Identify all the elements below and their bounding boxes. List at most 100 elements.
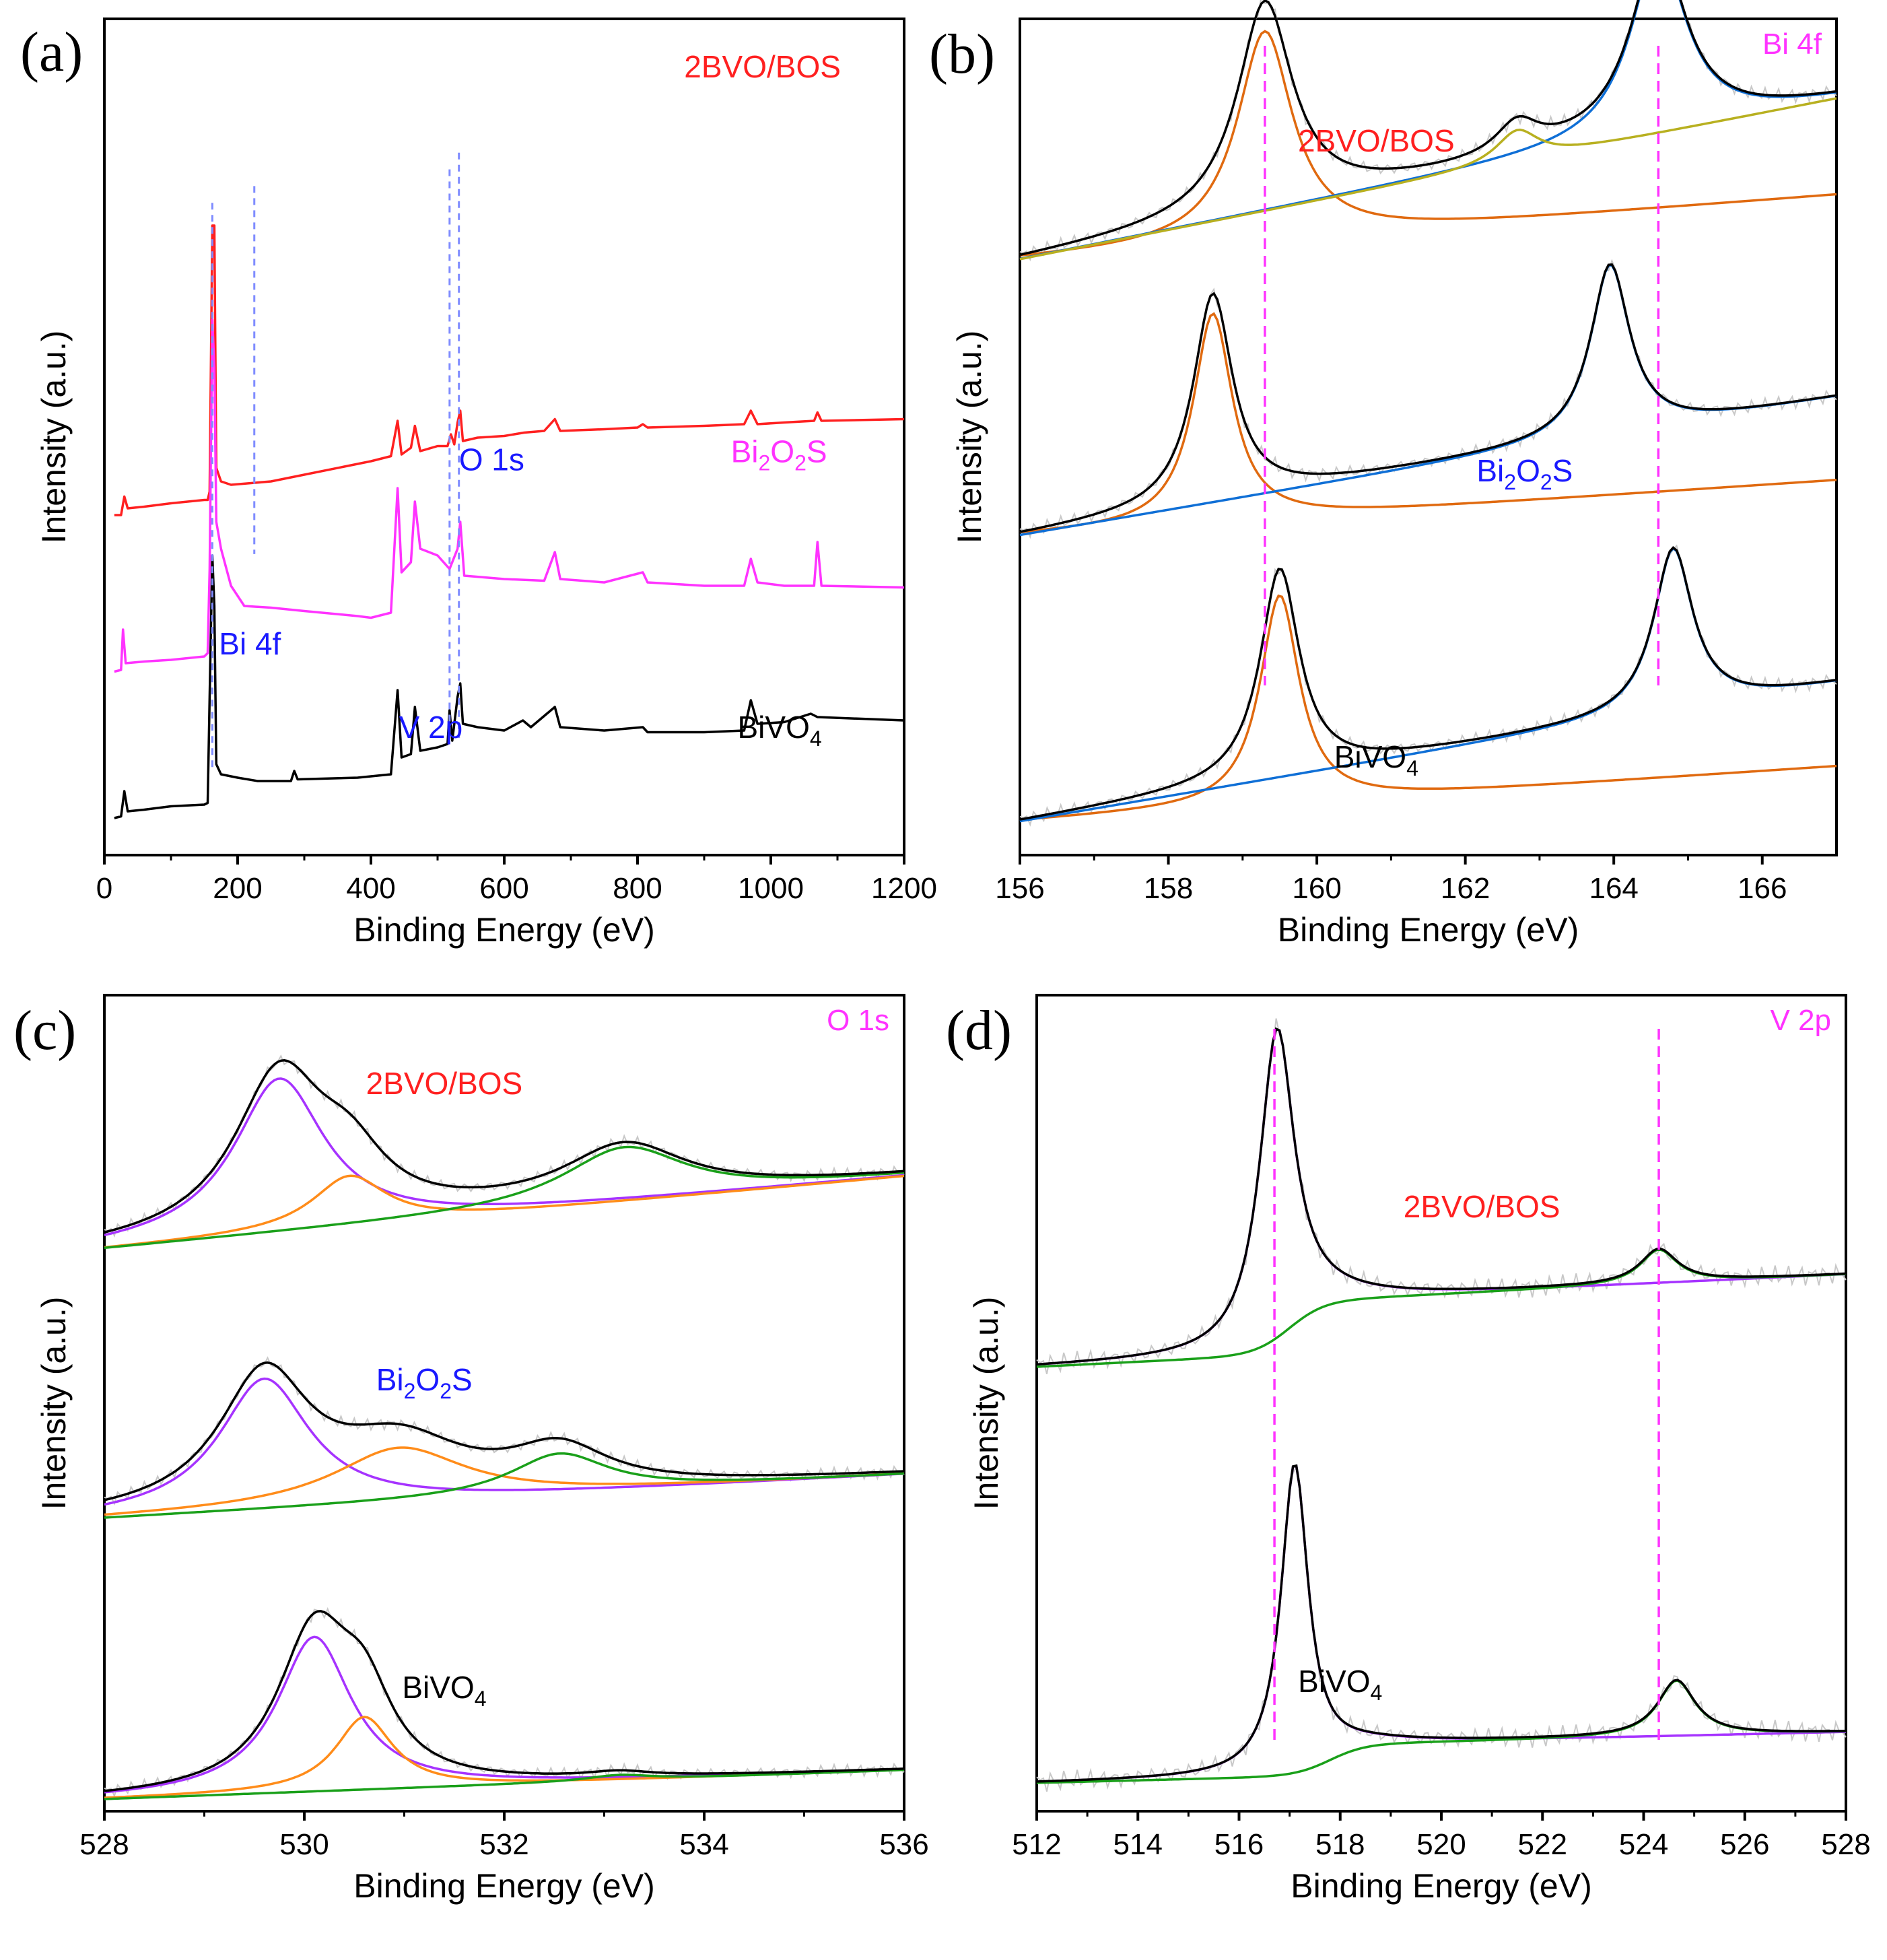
fit-envelope-line: [1019, 546, 1837, 821]
peak-label: O 1s: [459, 442, 524, 477]
peak-label: Bi 4f: [219, 626, 281, 661]
label-part: 4: [475, 1687, 487, 1711]
label-part: BiVO: [1334, 739, 1406, 774]
stack-label: 2BVO/BOS: [1404, 1189, 1560, 1224]
x-tick-label: 524: [1619, 1828, 1668, 1861]
label-part: 4: [1371, 1681, 1383, 1705]
label-part: O: [1516, 453, 1540, 488]
x-tick-label: 514: [1113, 1828, 1163, 1861]
label-part: 2: [1504, 470, 1516, 494]
label-part: S: [452, 1362, 473, 1397]
label-part: Bi: [1476, 453, 1504, 488]
fit-envelope-line: [1036, 1464, 1846, 1783]
panel-c-corner-label: O 1s: [827, 1004, 889, 1037]
fit-component-line: [1019, 312, 1837, 534]
x-tick-label: 536: [879, 1828, 928, 1861]
fit-component-line: [104, 1768, 905, 1800]
stack-label: Bi2O2S: [376, 1362, 473, 1403]
x-tick-label: 532: [479, 1828, 528, 1861]
label-part: O: [770, 434, 794, 469]
raw-data-line: [1036, 1018, 1847, 1374]
stack-label: 2BVO/BOS: [1298, 123, 1455, 158]
label-part: BiVO: [738, 710, 810, 745]
series-BiVO4-line: [114, 554, 905, 819]
label-part: 2: [1540, 470, 1552, 494]
label-part: 4: [1406, 756, 1418, 780]
label-part: S: [1552, 453, 1573, 488]
fit-envelope-line: [104, 1361, 905, 1501]
x-tick-label: 1200: [871, 872, 937, 905]
panel-d-ylabel: Intensity (a.u.): [967, 1297, 1005, 1510]
panel-d-xlabel: Binding Energy (eV): [1291, 1867, 1591, 1905]
series-Bi2O2S-line: [114, 318, 905, 673]
x-tick-label: 160: [1292, 872, 1341, 905]
panel-b-xlabel: Binding Energy (eV): [1278, 911, 1579, 949]
label-part: 2: [794, 450, 807, 475]
panel-c-ylabel: Intensity (a.u.): [35, 1297, 73, 1510]
fit-envelope-line: [1019, 0, 1837, 257]
label-part: BiVO: [1298, 1664, 1370, 1699]
x-tick-label: 528: [79, 1828, 129, 1861]
fit-component-line: [104, 1174, 905, 1249]
fit-envelope-line: [1019, 263, 1837, 533]
x-tick-label: 200: [213, 872, 262, 905]
label-part: 4: [810, 726, 822, 751]
fit-envelope-line: [104, 1059, 905, 1234]
fit-envelope-line: [1036, 1027, 1847, 1366]
x-tick-label: 0: [96, 872, 112, 905]
panel-b-frame: [1019, 18, 1838, 856]
x-tick-label: 162: [1441, 872, 1490, 905]
raw-data-line: [1019, 259, 1837, 539]
label-part: Bi: [376, 1362, 404, 1397]
panel-c-o1s: 528 530 532 534 536 Binding Energy (eV) Intens…: [13, 994, 929, 1905]
x-tick-label: 600: [479, 872, 528, 905]
fit-component-line: [1019, 97, 1837, 261]
stack-label: BiVO4: [1334, 739, 1418, 780]
stack-label: 2BVO/BOS: [366, 1066, 523, 1101]
stack-label: BiVO4: [402, 1670, 486, 1711]
panel-a-xlabel: Binding Energy (eV): [353, 911, 654, 949]
label-part: 2: [440, 1379, 452, 1403]
x-tick-label: 164: [1589, 872, 1638, 905]
x-tick-label: 1000: [738, 872, 804, 905]
panel-a-ylabel: Intensity (a.u.): [35, 331, 73, 544]
fit-component-line: [104, 1145, 905, 1250]
series-label: BiVO4: [738, 710, 822, 751]
x-tick-label: 518: [1315, 1828, 1365, 1861]
label-part: BiVO: [402, 1670, 474, 1705]
x-tick-label: 526: [1720, 1828, 1769, 1861]
panel-b-ylabel: Intensity (a.u.): [951, 331, 988, 544]
fit-component-line: [104, 1077, 905, 1237]
panel-c-letter: (c): [13, 999, 76, 1062]
panel-b-letter: (b): [929, 23, 995, 86]
panel-a-survey: 0 200 400 600 800 1000 1200 Binding Energy (eV)…: [20, 18, 937, 949]
panel-d-v2p: 512 514 516 518 520 522 524 526 528 Binding Energ…: [946, 994, 1871, 1905]
panel-c-xlabel: Binding Energy (eV): [353, 1867, 654, 1905]
stack-label: Bi2O2S: [1476, 453, 1573, 494]
panel-b-bi4f: 156 158 160 162 164 166 Binding Energy (eV) Int…: [929, 0, 1838, 949]
stack-label: BiVO4: [1298, 1664, 1382, 1705]
x-tick-label: 800: [613, 872, 662, 905]
x-tick-label: 528: [1821, 1828, 1870, 1861]
panel-a-letter: (a): [20, 21, 83, 83]
x-tick-label: 520: [1416, 1828, 1466, 1861]
label-part: 2: [404, 1379, 416, 1403]
x-tick-label: 522: [1518, 1828, 1567, 1861]
series-label: Bi2O2S: [731, 434, 827, 475]
fit-component-line: [1019, 594, 1837, 821]
label-part: 2: [759, 450, 771, 475]
label-part: S: [807, 434, 827, 469]
panel-d-corner-label: V 2p: [1770, 1004, 1831, 1037]
peak-label: V 2p: [399, 710, 463, 745]
x-tick-label: 158: [1144, 872, 1193, 905]
panel-b-corner-label: Bi 4f: [1762, 28, 1822, 61]
x-tick-label: 512: [1012, 1828, 1061, 1861]
fit-component-line: [104, 1452, 905, 1519]
x-tick-label: 530: [279, 1828, 329, 1861]
x-tick-label: 156: [995, 872, 1044, 905]
x-tick-label: 166: [1738, 872, 1787, 905]
x-tick-label: 534: [679, 1828, 728, 1861]
x-tick-label: 516: [1214, 1828, 1264, 1861]
x-tick-label: 400: [346, 872, 395, 905]
